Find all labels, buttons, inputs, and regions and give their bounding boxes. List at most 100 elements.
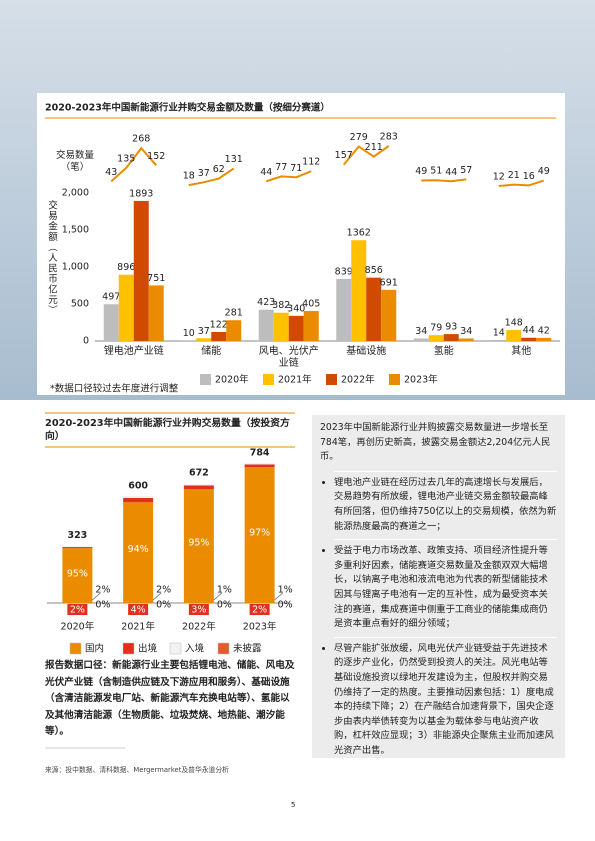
x-tick-label: 2021年 [121,621,155,633]
chart-title: 2020-2023年中国新能源行业并购交易数量（按投资方向） [45,418,290,442]
value-label: 839 [335,266,353,277]
legend-swatch [200,374,211,385]
share-label: 3% [191,605,206,616]
value-label: 10 [183,328,195,339]
count-label: 21 [508,170,520,181]
value-label: 34 [460,326,472,337]
bar-segment [123,502,154,603]
value-label: 93 [445,322,457,333]
value-label: 340 [287,303,305,314]
bar [226,320,242,341]
x-tick-label: 2020年 [61,621,95,633]
count-label: 44 [445,167,457,178]
share-box [188,604,209,615]
y-tick-label: 0 [83,336,89,347]
count-line [265,170,312,183]
share-label: 0% [95,600,110,611]
count-label: 44 [260,167,272,178]
count-label: 57 [460,165,472,176]
share-label: 94% [128,544,149,555]
count-label: 43 [105,167,117,178]
legend-swatch [389,374,400,385]
legend-label: 出境 [138,643,158,655]
bullet: 锂电池产业链在经历过去几年的高速增长与发展后，交易趋势有所放缓，锂电池产业链交易… [334,470,557,539]
share-label: 0% [156,600,171,611]
legend-label: 未披露 [233,643,262,655]
bar [458,338,474,341]
bar [413,338,429,341]
share-label: 1% [217,585,232,596]
bar [303,311,319,341]
count-label: 18 [183,171,195,182]
legend-swatch [263,374,274,385]
value-label: 79 [430,323,442,334]
value-label: 1362 [347,228,371,239]
count-label: 77 [275,162,287,173]
count-line [188,167,235,187]
bar-segment [62,547,93,549]
bar-segment [244,467,275,603]
count-label: 283 [380,132,398,143]
bar [491,339,507,341]
bar-segment [123,495,154,498]
bar-segment [183,485,214,489]
legend-swatch [326,374,337,385]
chart-card [37,93,565,395]
value-label: 42 [538,325,550,336]
value-label: 856 [365,265,383,276]
value-label: 281 [225,308,243,319]
value-label: 691 [380,277,398,288]
total-label: 323 [67,530,87,541]
value-label: 382 [272,300,290,311]
total-label: 600 [128,480,148,491]
bar-segment [62,545,93,548]
share-label: 4% [131,605,146,616]
legend-swatch [69,642,82,655]
count-label: 交易数量（笔） [55,150,94,173]
bar [181,340,197,341]
share-box [249,604,270,615]
bar [351,240,367,341]
value-label: 37 [198,326,210,337]
bar [211,331,227,341]
legend-label: 2020年 [215,374,249,386]
count-label: 152 [147,151,165,162]
x-tick-label: 2022年 [182,621,216,633]
value-label: 405 [302,299,320,310]
value-label: 44 [523,325,535,336]
bullet: 受益于电力市场改革、政策支持、项目经济性提升等多重利好因素，储能赛道交易数量及金… [334,539,557,637]
bar [196,338,212,341]
count-line [110,146,158,183]
bar [133,200,149,341]
count-label: 157 [335,150,353,161]
count-label: 279 [350,132,368,143]
bar [536,337,552,341]
bar-segment [183,489,214,603]
legend-label: 2021年 [278,374,312,386]
legend-label: 入境 [185,643,205,655]
count-label: 62 [213,164,225,175]
x-tick-label: 锂电池产业链 [103,346,164,357]
share-label: 2% [156,585,171,596]
commentary-box: 2023年中国新能源行业并购披露交易数量进一步增长至784笔，再创历史新高，披露… [312,415,565,758]
share-label: 2% [252,605,267,616]
leader [92,592,101,601]
bar [381,289,397,341]
bar [366,277,382,341]
count-label: 268 [132,134,150,145]
scope-note: 报告数据口径：新能源行业主要包括锂电池、储能、风电及光伏产业链（含制造供应链及下… [45,660,295,737]
count-label: 16 [523,171,535,182]
leader [152,592,162,601]
leader [213,592,223,601]
x-tick-label: 基础设施 [346,346,387,357]
bar [103,304,119,341]
bar [148,285,164,341]
legend-swatch [122,642,135,655]
value-label: 423 [257,297,275,308]
share-box [67,604,88,615]
bar-segment [123,498,154,503]
bar [258,309,274,341]
value-label: 751 [147,273,165,284]
share-label: 95% [67,569,88,580]
value-label: 497 [102,292,120,303]
